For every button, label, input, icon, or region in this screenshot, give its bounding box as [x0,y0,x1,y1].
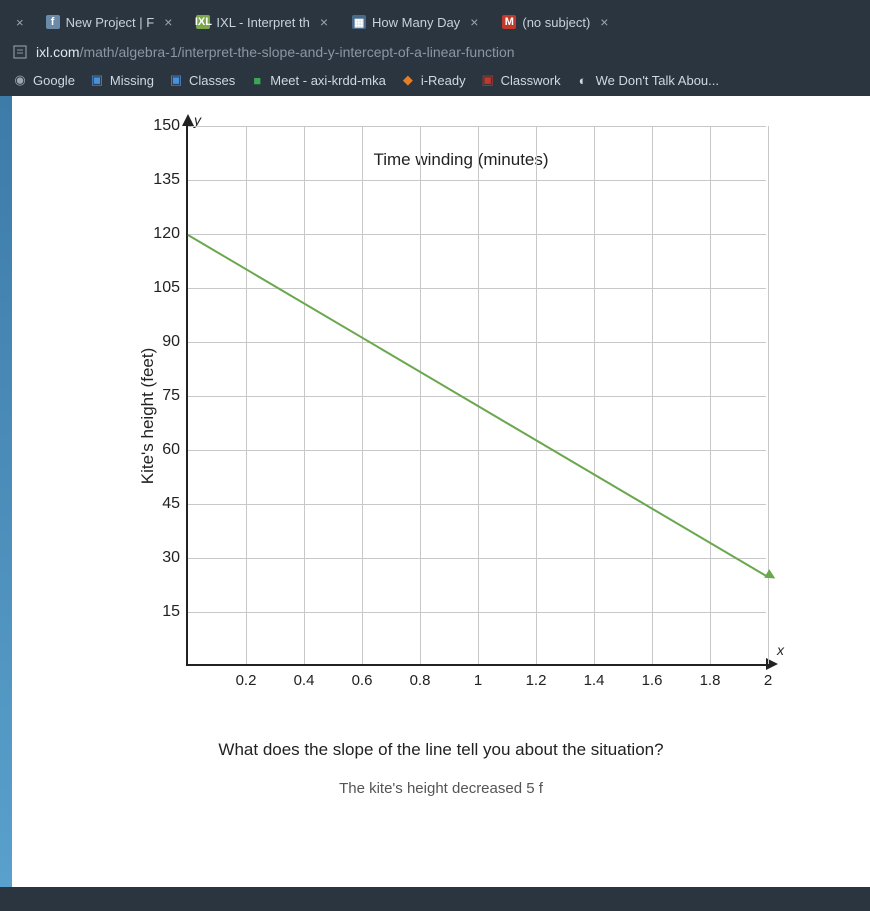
page-content-shell: Kite's height (feet) y x 0.20.40.60.811.… [0,96,870,887]
tab-title: New Project | F [66,15,155,30]
y-tick-label: 135 [153,171,188,189]
x-tick-label: 2 [764,664,772,689]
gridline-horizontal [188,504,766,505]
bookmark-icon: ◆ [400,72,416,88]
bookmark-icon: ◉ [12,72,28,88]
gridline-vertical [652,126,653,664]
gridline-horizontal [188,234,766,235]
gridline-horizontal [188,396,766,397]
bookmark-icon: ◐ [575,72,591,88]
tab-title: IXL - Interpret th [216,15,309,30]
x-tick-label: 1.8 [700,664,721,689]
gridline-horizontal [188,288,766,289]
gridline-vertical [536,126,537,664]
tab-title: How Many Day [372,15,460,30]
tab-title: (no subject) [522,15,590,30]
bookmark-label: We Don't Talk Abou... [596,73,719,88]
bookmark-item[interactable]: ▣ Classwork [480,72,561,88]
gridline-horizontal [188,126,766,127]
x-tick-label: 0.8 [410,664,431,689]
gridline-vertical [594,126,595,664]
bookmark-item[interactable]: ◆ i-Ready [400,72,466,88]
browser-chrome: × f New Project | F × IXL IXL - Interpret th… [0,0,870,96]
x-tick-label: 1.4 [584,664,605,689]
line-chart: Kite's height (feet) y x 0.20.40.60.811.… [136,116,786,716]
y-tick-label: 120 [153,225,188,243]
tab-close-icon[interactable]: × [320,14,328,30]
gridline-horizontal [188,612,766,613]
tab-close-icon[interactable]: × [164,14,172,30]
bookmarks-bar: ◉ Google ▣ Missing ▣ Classes ■ Meet - axi-krdd-… [0,66,870,96]
bookmark-label: Classes [189,73,235,88]
data-line-arrow-icon [764,569,778,583]
x-tick-label: 0.4 [294,664,315,689]
bookmark-icon: ▣ [168,72,184,88]
bookmark-item[interactable]: ▣ Missing [89,72,154,88]
y-axis-label: Kite's height (feet) [138,348,158,484]
x-tick-label: 1.6 [642,664,663,689]
y-tick-label: 30 [162,549,188,567]
y-tick-label: 150 [153,117,188,135]
y-tick-label: 75 [162,387,188,405]
x-axis-letter: x [777,642,784,658]
gridline-vertical [362,126,363,664]
question-text: What does the slope of the line tell you… [218,740,663,760]
gridline-horizontal [188,180,766,181]
tab-favicon-icon: M [502,15,516,29]
plot-area: y x 0.20.40.60.811.21.41.61.821530456075… [186,126,766,666]
url-text: ixl.com/math/algebra-1/interpret-the-slo… [36,44,515,60]
gridline-vertical [420,126,421,664]
x-tick-label: 1.2 [526,664,547,689]
bookmark-item[interactable]: ■ Meet - axi-krdd-mka [249,72,386,88]
bookmark-item[interactable]: ▣ Classes [168,72,235,88]
browser-tab[interactable]: M (no subject) × [492,8,618,36]
gridline-vertical [478,126,479,664]
browser-tab[interactable]: f New Project | F × [36,8,183,36]
y-tick-label: 45 [162,495,188,513]
tab-strip: × f New Project | F × IXL IXL - Interpret th… [0,0,870,38]
bookmark-item[interactable]: ◐ We Don't Talk Abou... [575,72,719,88]
content-card: Kite's height (feet) y x 0.20.40.60.811.… [12,96,870,887]
tab-favicon-icon: ▦ [352,15,366,29]
gridline-vertical [304,126,305,664]
url-path: /math/algebra-1/interpret-the-slope-and-… [80,44,515,60]
bookmark-icon: ▣ [89,72,105,88]
bookmark-label: i-Ready [421,73,466,88]
bookmark-icon: ■ [249,72,265,88]
gridline-vertical [768,126,769,664]
y-tick-label: 15 [162,603,188,621]
answer-cutoff-text: The kite's height decreased 5 f [339,780,543,798]
bookmark-label: Classwork [501,73,561,88]
y-tick-label: 105 [153,279,188,297]
tab-close-icon[interactable]: × [600,14,608,30]
browser-tab[interactable]: ▦ How Many Day × [342,8,488,36]
tab-favicon-icon: f [46,15,60,29]
gridline-vertical [710,126,711,664]
bookmark-item[interactable]: ◉ Google [12,72,75,88]
chart-container: Kite's height (feet) y x 0.20.40.60.811.… [42,116,840,798]
gridline-horizontal [188,450,766,451]
gridline-horizontal [188,558,766,559]
x-tick-label: 0.6 [352,664,373,689]
x-tick-label: 0.2 [236,664,257,689]
bookmark-label: Meet - axi-krdd-mka [270,73,386,88]
tab-favicon-icon: IXL [196,15,210,29]
address-bar[interactable]: ixl.com/math/algebra-1/interpret-the-slo… [0,38,870,66]
y-tick-label: 90 [162,333,188,351]
close-icon[interactable]: × [8,11,32,34]
y-tick-label: 60 [162,441,188,459]
browser-tab[interactable]: IXL IXL - Interpret th × [186,8,338,36]
bookmark-icon: ▣ [480,72,496,88]
gridline-horizontal [188,342,766,343]
url-host: ixl.com [36,44,80,60]
site-info-icon[interactable] [12,44,28,60]
bookmark-label: Missing [110,73,154,88]
gridline-vertical [246,126,247,664]
bookmark-label: Google [33,73,75,88]
tab-close-icon[interactable]: × [470,14,478,30]
x-tick-label: 1 [474,664,482,689]
